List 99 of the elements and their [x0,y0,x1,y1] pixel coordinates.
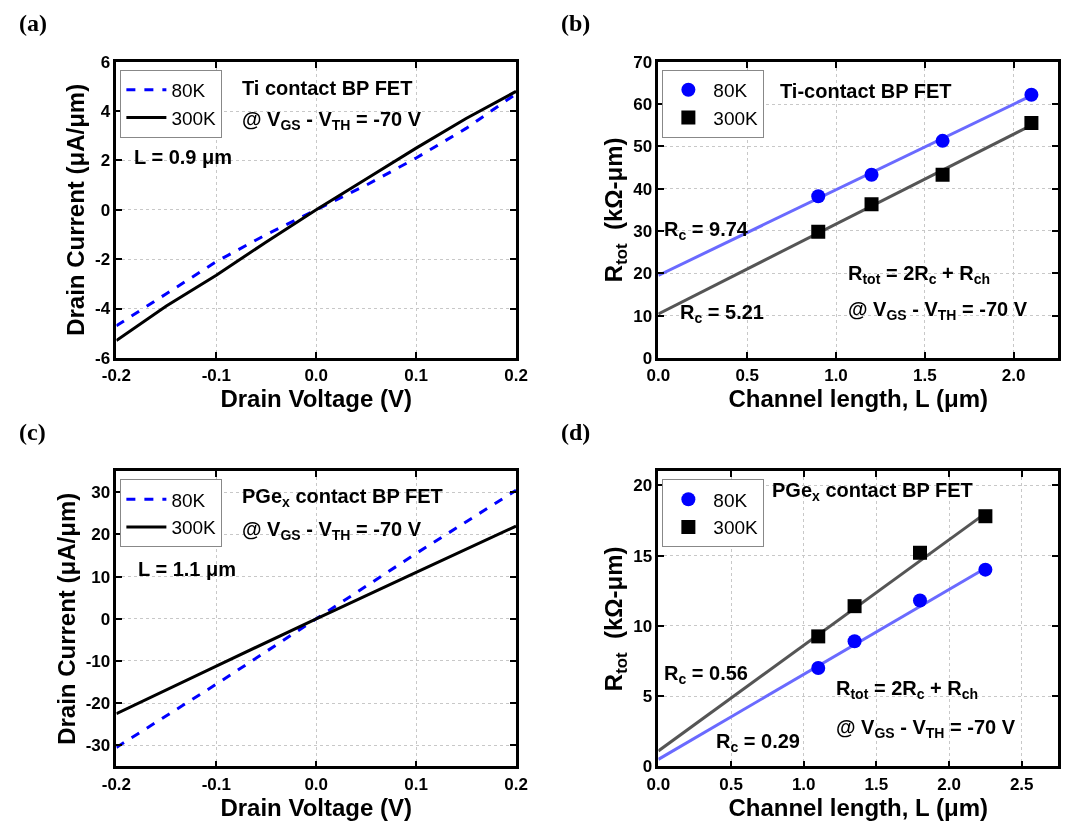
point [811,629,826,644]
x-tick-label: 0.2 [504,366,528,386]
legend-label: 80K [713,80,748,102]
x-tick-label: 0.0 [646,774,671,794]
annotation: R$_{c}$ = 0.56 [664,662,748,688]
point [935,167,950,182]
annotation: R$_{c}$ = 9.74 [664,218,749,244]
point [912,545,927,560]
x-tick-label: 1.5 [913,366,937,386]
y-tick-label: 0 [642,757,653,777]
legend-label: 80K [171,489,206,511]
y-tick-label: 30 [91,483,111,503]
y-tick-label: 60 [633,95,653,115]
legend-label: 300K [713,107,759,129]
x-tick-label: 0.0 [304,774,329,794]
y-tick-label: 0 [100,609,111,629]
y-tick-label: 0 [642,348,653,368]
x-tick-label: -0.1 [201,774,231,794]
x-axis-title: Channel length, L (μm) [728,793,988,821]
y-tick-label: 10 [633,616,653,636]
x-tick-label: 0.5 [719,774,743,794]
x-tick-label: -0.1 [201,366,231,386]
point [1024,116,1039,131]
point [847,634,862,649]
annotation: Ti contact BP FET [242,77,413,99]
x-tick-label: -0.2 [101,366,132,386]
annotation: Ti-contact BP FET [780,80,952,102]
x-tick-label: 1.5 [864,774,889,794]
y-tick-label: -4 [95,299,111,319]
y-tick-label: 10 [633,306,653,326]
annotation: R$_{tot}$ = 2R$_{c}$ + R$_{ch}$ [848,262,991,288]
x-axis-title: Drain Voltage (V) [220,793,413,821]
x-tick-label: 1.0 [791,774,816,794]
annotation: L = 0.9 μm [134,146,233,168]
x-axis-title: Drain Voltage (V) [220,385,413,413]
chart-title: (d) [561,419,591,445]
y-tick-label: 6 [100,52,111,72]
chart-title: (b) [561,10,591,36]
legend-label: 80K [713,489,748,511]
legend-label: 300K [171,107,217,129]
x-tick-label: 0.0 [304,366,329,386]
y-tick-label: 5 [642,687,653,707]
x-axis-title: Channel length, L (μm) [728,385,988,413]
x-tick-label: 2.0 [937,774,961,794]
point [1024,87,1039,102]
annotation: R$_{c}$ = 0.29 [716,730,800,756]
y-tick-label: -20 [85,694,111,714]
point [811,661,826,675]
y-tick-label: -2 [95,250,111,270]
annotation: L = 1.1 μm [138,558,237,580]
x-tick-label: 0.1 [404,366,428,386]
y-tick-label: 20 [633,476,653,496]
x-tick-label: 0.5 [735,366,760,386]
x-tick-label: 2.5 [1009,774,1034,794]
y-tick-label: 30 [633,221,653,241]
annotation: @ V$_{GS}$ - V$_{TH}$ = -70 V [836,716,1016,742]
annotation: R$_{c}$ = 5.21 [680,301,764,327]
y-tick-label: 70 [633,52,653,72]
annotation: PGe$_{x}$ contact BP FET [242,485,443,511]
y-tick-label: -30 [85,736,111,756]
point [811,224,826,239]
point [847,599,862,614]
y-tick-label: 10 [91,567,111,587]
legend-label: 80K [171,80,206,102]
y-tick-label: 4 [100,102,111,122]
legend-label: 300K [171,517,217,539]
x-tick-label: 0.0 [646,366,671,386]
x-tick-label: 2.0 [1001,366,1026,386]
annotation: PGe$_{x}$ contact BP FET [772,479,973,505]
line-series [116,488,517,749]
annotation: @ V$_{GS}$ - V$_{TH}$ = -70 V [242,518,422,544]
y-tick-label: 15 [633,546,653,566]
x-tick-label: -0.2 [101,774,132,794]
point [978,509,993,524]
point [935,133,950,148]
y-tick-label: 2 [100,151,111,171]
y-tick-label: -6 [95,348,111,368]
y-tick-label: 50 [633,137,653,157]
chart-title: (c) [19,419,46,445]
y-axis-title: Drain Current (μA/μm) [62,83,90,336]
annotation: @ V$_{GS}$ - V$_{TH}$ = -70 V [848,298,1028,324]
y-tick-label: 40 [633,179,653,199]
legend-label: 300K [713,517,759,539]
y-tick-label: 20 [633,264,653,284]
x-tick-label: 0.1 [404,774,428,794]
point [912,593,927,608]
y-tick-label: 20 [91,525,111,545]
y-tick-label: -10 [85,651,111,671]
point [978,562,993,577]
y-axis-title: Drain Current (μA/μm) [52,492,80,745]
x-tick-label: 0.2 [504,774,528,794]
x-tick-label: 1.0 [824,366,848,386]
annotation: @ V$_{GS}$ - V$_{TH}$ = -70 V [242,108,422,134]
point [864,197,879,212]
annotation: R$_{tot}$ = 2R$_{c}$ + R$_{ch}$ [836,677,979,703]
point [811,189,826,204]
chart-title: (a) [19,10,47,36]
y-tick-label: 0 [100,200,111,220]
point [864,167,879,182]
